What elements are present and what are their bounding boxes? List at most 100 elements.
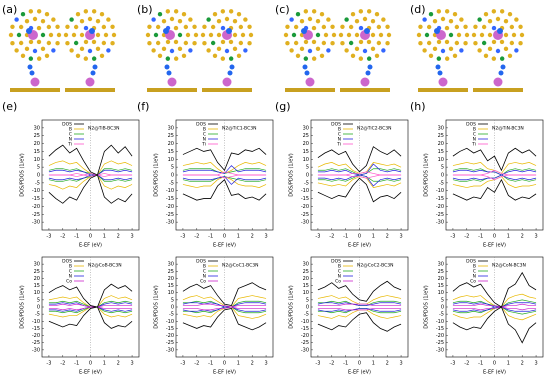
- y-axis-label: DOS/PDOS (1/eV): [154, 153, 160, 197]
- x-tick-label: 3: [130, 361, 133, 367]
- x-tick-label: -2: [194, 361, 199, 367]
- atom: [238, 24, 244, 30]
- atom: [51, 48, 56, 53]
- y-tick-label: -30: [301, 220, 309, 226]
- atom: [151, 17, 156, 22]
- atom: [459, 48, 464, 53]
- atom: [181, 12, 187, 17]
- n-atom: [498, 70, 504, 76]
- metal-atom: [167, 77, 177, 87]
- dos-line: [182, 179, 267, 201]
- y-tick-label: 25: [303, 269, 309, 275]
- metal-atom: [222, 77, 232, 87]
- legend-label: N: [338, 274, 341, 280]
- y-tick-label: -25: [301, 212, 309, 218]
- atom: [236, 12, 242, 17]
- atom: [463, 41, 468, 46]
- legend-label: Co: [66, 279, 72, 285]
- y-tick-label: -5: [169, 312, 174, 318]
- legend-label: Ti: [201, 142, 206, 148]
- atom: [385, 41, 390, 46]
- y-tick-label: 15: [438, 283, 444, 289]
- atom: [495, 48, 501, 54]
- atom: [51, 17, 56, 22]
- atom: [376, 24, 382, 30]
- atom: [386, 32, 392, 38]
- y-tick-label: 25: [34, 269, 40, 275]
- y-axis-label: DOS/PDOS (1/eV): [424, 285, 430, 329]
- atom: [471, 32, 477, 38]
- legend-label: N: [203, 137, 206, 143]
- panel-label: (g): [275, 100, 291, 113]
- n-atom: [164, 64, 170, 70]
- atom: [424, 32, 430, 38]
- atom: [321, 24, 327, 30]
- dos-line: [452, 306, 537, 344]
- dos-line: [452, 174, 537, 181]
- x-axis-label: E-EF (eV): [483, 370, 506, 376]
- atom: [55, 24, 60, 29]
- atom: [151, 48, 156, 53]
- atom: [366, 39, 372, 45]
- atom: [291, 32, 297, 38]
- atom: [514, 48, 519, 53]
- atom: [432, 32, 438, 38]
- atom: [346, 32, 352, 38]
- atom: [331, 32, 337, 38]
- x-tick-label: -2: [329, 234, 334, 240]
- atom: [193, 32, 199, 38]
- y-tick-label: 15: [303, 283, 309, 289]
- atom: [299, 32, 305, 38]
- atom: [440, 16, 446, 22]
- atom: [507, 53, 513, 58]
- y-tick-label: -20: [32, 204, 40, 210]
- legend-label: Co: [470, 279, 476, 285]
- y-tick-label: 15: [34, 283, 40, 289]
- atom: [366, 56, 372, 61]
- atom: [299, 18, 305, 24]
- x-tick-label: 1: [103, 234, 106, 240]
- dos-line: [48, 306, 133, 311]
- atom: [106, 17, 111, 22]
- atom: [161, 46, 167, 52]
- dos-line: [182, 306, 267, 312]
- x-tick-label: 2: [251, 361, 254, 367]
- atom: [216, 46, 222, 52]
- atom: [436, 56, 442, 61]
- atom: [188, 48, 193, 53]
- atom: [354, 46, 360, 52]
- y-tick-label: 10: [438, 157, 444, 163]
- atom: [10, 24, 15, 29]
- atom: [55, 41, 60, 46]
- atom: [350, 12, 356, 17]
- dos-line: [452, 147, 537, 172]
- y-tick-label: 0: [171, 173, 174, 179]
- atom: [491, 9, 497, 14]
- atom: [479, 32, 485, 38]
- dos-line: [452, 306, 537, 312]
- x-tick-label: 3: [534, 234, 537, 240]
- panel-label: (e): [2, 100, 17, 113]
- atom: [370, 46, 376, 52]
- atom: [28, 56, 34, 61]
- atom: [220, 9, 226, 14]
- dos-line: [317, 303, 402, 306]
- x-tick-label: -1: [208, 361, 213, 367]
- legend-title: N2@CoN-BC3N: [492, 263, 526, 269]
- atom: [511, 32, 517, 38]
- atom: [111, 32, 117, 38]
- atom: [514, 17, 519, 22]
- legend-label: C: [338, 269, 341, 275]
- x-tick-label: 3: [534, 361, 537, 367]
- atom: [477, 17, 482, 22]
- atom: [491, 25, 497, 31]
- atom: [238, 40, 244, 46]
- atom: [330, 41, 335, 46]
- atom: [91, 56, 97, 61]
- y-tick-label: -30: [32, 220, 40, 226]
- y-tick-label: -5: [304, 180, 309, 186]
- x-tick-label: 2: [251, 234, 254, 240]
- y-tick-label: 25: [438, 269, 444, 275]
- y-tick-label: 25: [168, 269, 174, 275]
- dos-line: [452, 271, 537, 308]
